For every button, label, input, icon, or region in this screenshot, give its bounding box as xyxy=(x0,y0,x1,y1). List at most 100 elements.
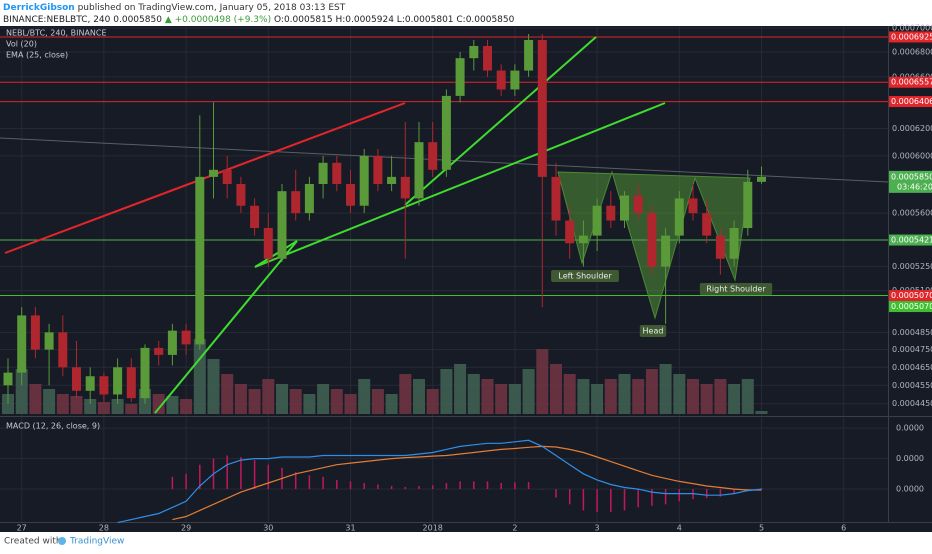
histogram-bar xyxy=(678,489,681,502)
candle-body xyxy=(208,169,218,177)
annotation-box xyxy=(639,325,667,337)
histogram-bar xyxy=(240,457,242,490)
volume-bar xyxy=(508,384,521,414)
macd xyxy=(0,427,888,524)
x-tick-label: 6 xyxy=(841,524,846,533)
candle-body xyxy=(113,367,123,395)
volume-bar xyxy=(686,379,699,414)
y-tick-label: 0.0004450 xyxy=(892,399,932,408)
candle-body xyxy=(332,162,342,184)
histogram-bar xyxy=(541,489,544,490)
level-tag xyxy=(889,234,932,246)
level-label: 0.0005070 xyxy=(891,302,932,311)
candle-body xyxy=(236,183,246,206)
volume-bar xyxy=(166,396,179,414)
volume-bar xyxy=(344,394,357,414)
histogram-bar xyxy=(349,481,352,490)
histogram-bar xyxy=(568,489,571,505)
volume-bar xyxy=(70,396,83,414)
volume-bar xyxy=(632,379,645,414)
histogram-bar xyxy=(363,482,365,490)
ohlc: O:0.0005815 H:0.0005924 L:0.0005801 C:0.… xyxy=(274,15,515,25)
candle-body xyxy=(85,376,95,391)
author[interactable]: DerrickGibson xyxy=(3,3,75,13)
histogram-bar xyxy=(199,464,201,490)
candle-body xyxy=(3,372,13,386)
volume-bar xyxy=(84,399,97,414)
legend-item: EMA (25, close) xyxy=(6,51,68,60)
histogram-bar xyxy=(473,481,475,490)
histogram-bar xyxy=(390,486,393,490)
candle-body xyxy=(17,315,27,373)
change: ▲ +0.0000498 (+9.3%) xyxy=(165,15,271,25)
candle-body xyxy=(688,198,698,214)
countdown: 03:46:20 xyxy=(897,182,932,191)
histogram-bar xyxy=(651,489,653,506)
x-tick-label: 27 xyxy=(17,524,27,533)
candle-body xyxy=(702,213,712,236)
volume-bar xyxy=(563,374,576,414)
volume-bar xyxy=(125,404,138,414)
volume-bar xyxy=(454,364,467,414)
volume-bar xyxy=(248,389,261,414)
candle-body xyxy=(647,213,657,267)
candle-body xyxy=(195,176,205,345)
histogram-bar xyxy=(308,475,311,490)
histogram-bar xyxy=(431,485,434,490)
volume-bar xyxy=(673,374,686,414)
candle-body xyxy=(400,176,410,199)
level-tag xyxy=(889,31,932,43)
volume-bar xyxy=(522,369,535,414)
histogram-bar xyxy=(322,476,324,490)
annotation: Left Shoulder xyxy=(558,272,612,281)
volume-bar xyxy=(43,389,56,414)
x-tick-label: 4 xyxy=(677,524,682,533)
candle-body xyxy=(167,330,177,355)
candle-body xyxy=(537,39,547,177)
candle-body xyxy=(58,332,68,368)
histogram-bar xyxy=(185,473,187,490)
y-tick-label: 0.0006800 xyxy=(892,48,932,57)
volume-bar xyxy=(193,339,206,414)
candle-body xyxy=(373,155,383,184)
candle-body xyxy=(578,235,588,244)
volume-bar xyxy=(426,389,439,414)
volume-bar xyxy=(385,394,398,414)
histogram-bar xyxy=(418,486,420,490)
candle-body xyxy=(154,347,164,355)
histogram-bar xyxy=(267,464,270,490)
histogram-bar xyxy=(253,460,256,490)
volume-bar xyxy=(700,384,713,414)
price: 0.0005850 xyxy=(113,15,162,25)
volume-bar xyxy=(317,384,330,414)
candle-body xyxy=(345,183,355,206)
candle-body xyxy=(524,39,534,71)
trend-line xyxy=(404,36,597,206)
y-tick-label: 0.0006200 xyxy=(892,124,932,133)
candle-body xyxy=(414,142,424,199)
logo xyxy=(58,537,66,545)
histogram-bar xyxy=(582,489,585,511)
signal-line xyxy=(172,445,762,521)
level-label: 0.0006557 xyxy=(891,78,932,87)
histogram-bar xyxy=(705,489,708,499)
x-tick-label: 2018 xyxy=(423,524,443,533)
candle-body xyxy=(756,176,766,182)
histogram-bar xyxy=(719,489,722,497)
volume-bar xyxy=(180,399,193,414)
candle-body xyxy=(606,205,616,221)
volume-bar xyxy=(495,384,508,414)
volume xyxy=(2,339,768,414)
volume-bar xyxy=(275,384,288,414)
candle-body xyxy=(496,70,506,90)
y-tick-label: 0.0005250 xyxy=(892,262,932,271)
histogram-bar xyxy=(733,489,735,494)
footer-brand[interactable]: TradingView xyxy=(69,537,124,547)
histogram-bar xyxy=(555,489,557,498)
candle-body xyxy=(222,169,232,184)
volume-bar xyxy=(659,364,672,414)
trend-line xyxy=(154,240,298,414)
volume-bar xyxy=(412,379,425,414)
volume-bar xyxy=(371,389,384,414)
y-tick-label: 0.0005600 xyxy=(892,209,932,218)
